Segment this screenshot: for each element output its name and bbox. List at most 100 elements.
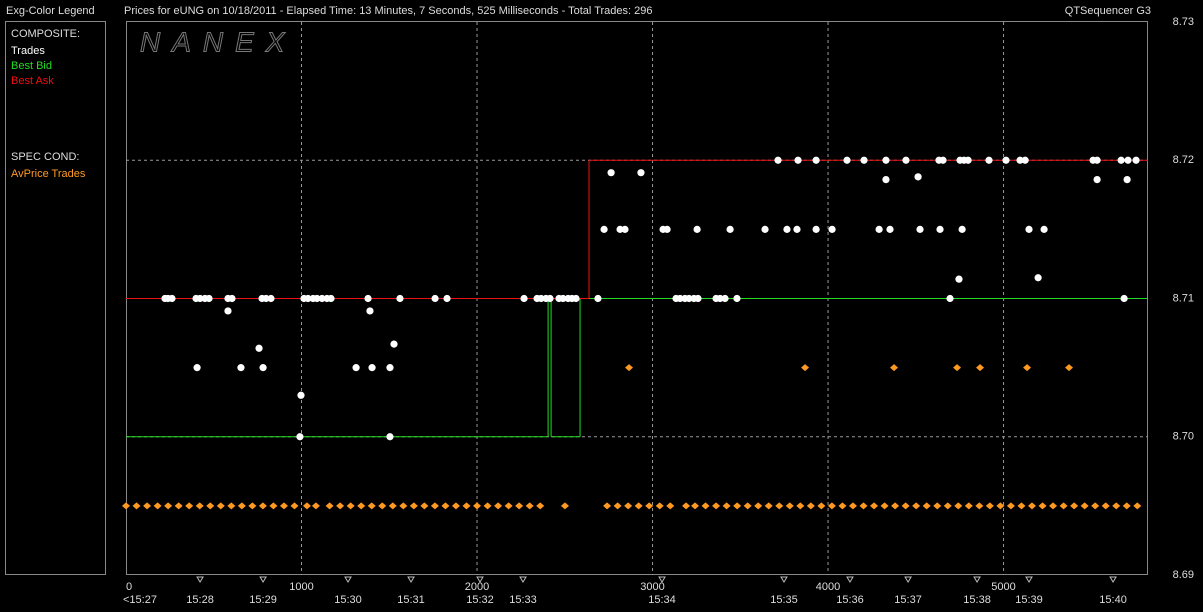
avprice-marker <box>1006 502 1015 510</box>
avprice-marker <box>451 502 460 510</box>
avprice-marker <box>164 502 173 510</box>
avprice-marker <box>691 502 700 510</box>
avprice-marker <box>848 502 857 510</box>
time-tick <box>519 576 527 583</box>
trade-marker <box>1120 294 1128 303</box>
avprice-marker <box>891 502 900 510</box>
avprice-marker <box>1059 502 1068 510</box>
trade-marker <box>368 364 376 372</box>
x-tick-label: 0 <box>126 581 132 593</box>
avprice-marker <box>901 502 910 510</box>
legend-entry: Trades <box>11 45 45 57</box>
trade-marker <box>694 294 702 303</box>
trade-marker <box>985 156 993 164</box>
avprice-marker <box>227 502 236 510</box>
trade-marker <box>1025 225 1033 233</box>
avprice-marker <box>880 502 889 510</box>
time-tick <box>476 576 484 583</box>
time-tick-label: 15:28 <box>186 594 214 606</box>
avprice-marker <box>682 502 691 510</box>
avprice-marker <box>801 364 810 372</box>
product-name: QTSequencer G3 <box>1065 5 1151 17</box>
trade-marker <box>1093 176 1101 184</box>
avprice-marker <box>1080 502 1089 510</box>
trade-marker <box>875 225 883 233</box>
trade-marker <box>1123 176 1131 184</box>
time-tick-label: 15:37 <box>894 594 922 606</box>
avprice-marker <box>409 502 418 510</box>
avprice-marker <box>515 502 524 510</box>
avprice-marker <box>1023 364 1032 372</box>
avprice-marker <box>560 502 569 510</box>
avprice-marker <box>1027 502 1036 510</box>
time-tick <box>780 576 788 583</box>
avprice-marker <box>441 502 450 510</box>
trade-marker <box>621 225 629 233</box>
time-tick <box>846 576 854 583</box>
avprice-marker <box>625 364 634 372</box>
avprice-marker <box>943 502 952 510</box>
trade-marker <box>1132 156 1140 164</box>
trade-marker <box>794 156 802 164</box>
avprice-marker <box>1091 502 1100 510</box>
trade-marker <box>774 156 782 164</box>
trade-marker <box>386 364 394 372</box>
avprice-marker <box>279 502 288 510</box>
time-tick-label: 15:40 <box>1099 594 1127 606</box>
avprice-marker <box>346 502 355 510</box>
avprice-marker <box>216 502 225 510</box>
trade-marker <box>1040 225 1048 233</box>
avprice-marker <box>912 502 921 510</box>
avprice-marker <box>624 502 633 510</box>
avprice-marker <box>996 502 1005 510</box>
legend-entry: AvPrice Trades <box>11 168 86 180</box>
avprice-marker <box>634 502 643 510</box>
trade-marker <box>594 294 602 303</box>
avprice-marker <box>378 502 387 510</box>
trade-marker <box>843 156 851 164</box>
legend-entry: Best Ask <box>11 75 54 87</box>
avprice-marker <box>603 502 612 510</box>
time-tick <box>973 576 981 583</box>
avprice-marker <box>722 502 731 510</box>
avprice-marker <box>645 502 654 510</box>
avprice-marker <box>953 364 962 372</box>
trade-marker <box>663 225 671 233</box>
time-tick <box>904 576 912 583</box>
trade-marker <box>902 156 910 164</box>
avprice-marker <box>817 502 826 510</box>
avprice-marker <box>754 502 763 510</box>
trade-marker <box>1034 274 1042 282</box>
avprice-marker <box>859 502 868 510</box>
y-tick-label: 8.70 <box>1173 431 1194 443</box>
time-tick-label: 15:33 <box>509 594 537 606</box>
trade-marker <box>572 294 580 303</box>
trade-marker <box>828 225 836 233</box>
avprice-marker <box>985 502 994 510</box>
time-tick-label: 15:35 <box>770 594 798 606</box>
avprice-marker <box>473 502 482 510</box>
trade-marker <box>259 364 267 372</box>
trade-marker <box>860 156 868 164</box>
avprice-marker <box>483 502 492 510</box>
avprice-marker <box>733 502 742 510</box>
avprice-marker <box>336 502 345 510</box>
chart-title: Prices for eUNG on 10/18/2011 - Elapsed … <box>124 5 652 17</box>
time-tick <box>259 576 267 583</box>
trade-marker <box>443 294 451 303</box>
time-tick <box>196 576 204 583</box>
trade-marker <box>946 294 954 303</box>
avprice-marker <box>666 502 675 510</box>
legend-entry: Best Bid <box>11 60 52 72</box>
trade-marker <box>600 225 608 233</box>
avprice-marker <box>311 502 320 510</box>
trade-marker <box>297 391 305 399</box>
avprice-marker <box>655 502 664 510</box>
avprice-marker <box>1112 502 1121 510</box>
avprice-marker <box>357 502 366 510</box>
trade-marker <box>693 225 701 233</box>
time-tick-label: 15:31 <box>397 594 425 606</box>
trade-marker <box>559 294 567 303</box>
avprice-marker <box>1122 502 1131 510</box>
x-tick-label: 3000 <box>640 581 664 593</box>
